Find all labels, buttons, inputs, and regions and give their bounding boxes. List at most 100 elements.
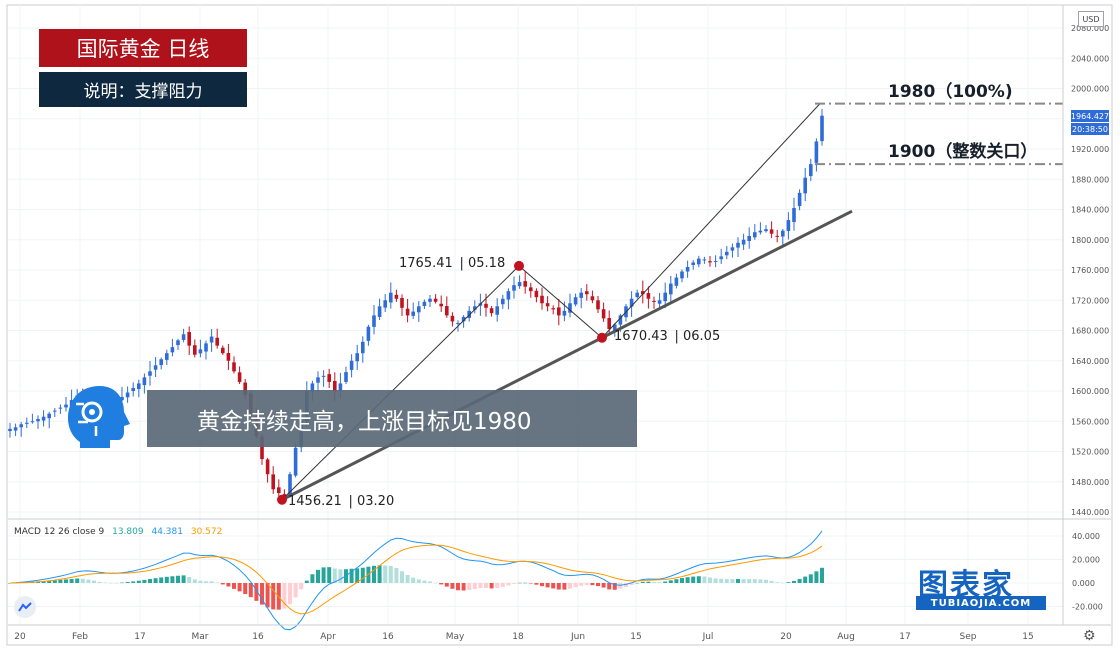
macd-tick-label: -20.000 [1072,603,1103,612]
macd-hist-bar [484,583,488,588]
macd-hist-bar [646,581,651,583]
macd-hist-bar [736,579,740,583]
brand-url: TUBIAOJIA.COM [916,596,1046,610]
macd-hist-bar [556,583,561,590]
pivot-point-marker [277,494,287,505]
macd-hist-bar [209,581,214,583]
price-tick-label: 1800.000 [1071,236,1109,245]
macd-hist-bar [142,579,147,583]
candle-body [758,230,763,233]
macd-legend: MACD 12 26 close 9 13.809 44.381 30.572 [14,527,227,537]
macd-hist-bar [226,583,231,587]
fib-leg-2 [518,265,603,339]
macd-hist-bar [422,580,427,583]
candle-body [652,300,656,302]
candle-body [187,332,191,346]
candle-body [663,292,667,302]
macd-hist-bar [808,574,813,583]
high-may-label: 1765.41 | 05.18 [399,256,506,271]
macd-hist-bar [668,580,673,583]
candle-body [529,287,533,292]
candle-body [428,298,432,302]
candle-body [125,392,130,398]
candle-body [495,306,499,315]
time-tick-label: May [446,632,465,642]
macd-hist-bar [293,583,298,598]
candle-body [596,300,600,310]
currency-label[interactable]: USD [1078,11,1104,27]
time-tick-label: 15 [1022,632,1033,642]
candle-body [512,285,516,291]
pivot-point-marker [514,260,524,271]
candle-body [361,341,365,354]
time-tick-label: 17 [134,632,145,642]
macd-hist-bar [69,578,74,583]
candle-body [327,374,331,382]
macd-hist-bar [523,582,528,584]
candle-body [456,322,460,324]
candle-body [422,301,427,306]
candle-body [517,282,522,287]
candle-body [215,337,219,346]
macd-hist-bar [512,583,516,584]
macd-hist-bar [248,583,253,598]
macd-hist-bar [282,583,287,609]
macd-hist-bar [220,583,225,585]
macd-indicator-label[interactable]: MACD 12 26 close 9 [14,527,105,537]
candle-body [333,381,337,391]
macd-hist-bar [467,583,472,590]
candle-body [148,371,152,376]
macd-hist-bar [131,581,136,583]
candle-body [13,427,18,431]
macd-hist-bar [327,567,332,583]
candle-body [792,207,796,222]
macd-hist-bar [243,583,248,595]
candle-body [165,353,169,360]
candle-body [669,283,673,295]
candle-body [366,326,371,341]
candle-body [601,309,606,319]
candle-body [193,345,197,355]
tradingview-logo-icon[interactable] [14,596,36,618]
chart-subtitle-badge: 说明：支撑阻力 [39,72,247,107]
macd-hist-bar [461,583,466,591]
macd-hist-bar [271,583,276,610]
macd-hist-bar [47,580,52,583]
candle-body [232,362,236,372]
macd-hist-bar [103,582,108,584]
candle-body [635,292,639,298]
candle-body [355,353,359,362]
candle-body [221,347,225,354]
macd-hist-bar [618,583,623,589]
price-tick-label: 1560.000 [1071,417,1109,426]
macd-hist-bar [691,576,696,583]
candle-body [277,487,281,494]
macd-hist-bar [596,583,600,587]
macd-hist-bar [629,583,634,585]
candle-body [607,318,611,329]
candle-body [394,294,399,299]
candle-body [484,303,488,308]
candle-body [288,474,292,496]
candle-body [58,407,63,409]
candle-body [204,343,208,352]
candle-body [176,340,180,346]
time-tick-label: Apr [320,632,336,642]
macd-hist-bar [489,583,494,589]
time-tick-label: 17 [899,632,910,642]
candle-body [389,292,393,303]
price-tick-label: 1760.000 [1071,266,1109,275]
macd-hist-bar [601,583,606,588]
settings-gear-icon[interactable]: ⚙ [1083,628,1096,644]
macd-hist-bar [517,582,522,584]
candle-body [702,259,707,261]
macd-hist-bar [187,576,192,583]
macd-hist-bar [696,576,701,583]
candle-body [797,192,802,207]
candle-body [25,422,29,424]
candle-body [691,262,695,265]
macd-hist-bar [444,583,449,587]
candle-body [226,353,231,361]
candle-body [820,115,824,142]
macd-hist-bar [657,582,662,583]
